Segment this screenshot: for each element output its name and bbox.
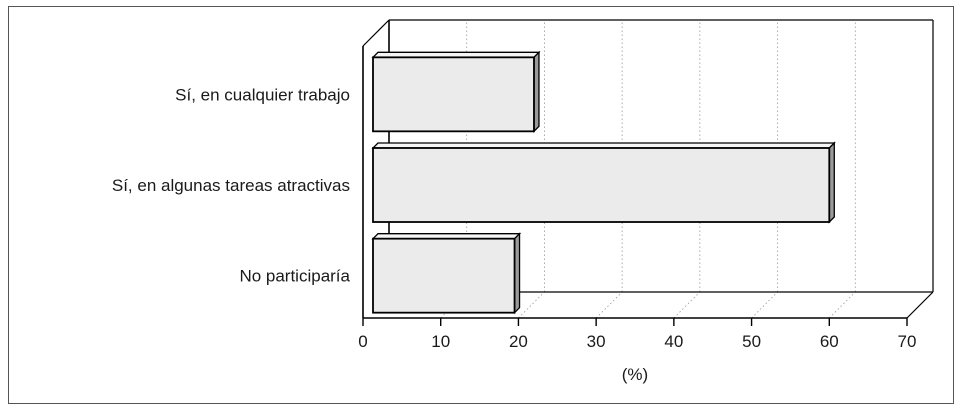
floor-gridline-30: [595, 291, 623, 319]
category-label: Sí, en algunas tareas atractivas: [112, 176, 350, 195]
x-tick-label-60: 60: [820, 332, 839, 351]
x-tick-label-30: 30: [587, 332, 606, 351]
bar: [372, 56, 535, 133]
x-axis-label: (%): [622, 365, 648, 384]
floor-gridline-40: [673, 291, 701, 319]
floor-gridline-20: [518, 291, 545, 319]
x-tick-label-50: 50: [742, 332, 761, 351]
category-label-layer: Sí, en cualquier trabajo Sí, en algunas t…: [112, 85, 351, 285]
bar: [372, 237, 516, 314]
bar: [372, 147, 831, 223]
floor-right-edge: [906, 291, 934, 319]
floor-gridline-50: [751, 291, 778, 319]
bar-layer: [371, 50, 836, 315]
category-label: No participaría: [239, 267, 350, 286]
x-tick-label-10: 10: [431, 332, 450, 351]
left-wall-top-edge: [362, 19, 390, 47]
tick-label-layer: 0 10 20 30 40 50 60 70: [358, 332, 916, 351]
x-tick-label-70: 70: [898, 332, 917, 351]
x-tick-label-0: 0: [358, 332, 367, 351]
category-label: Sí, en cualquier trabajo: [175, 85, 350, 104]
x-tick-label-40: 40: [664, 332, 683, 351]
floor-gridline-60: [829, 291, 856, 319]
x-tick-label-20: 20: [509, 332, 528, 351]
